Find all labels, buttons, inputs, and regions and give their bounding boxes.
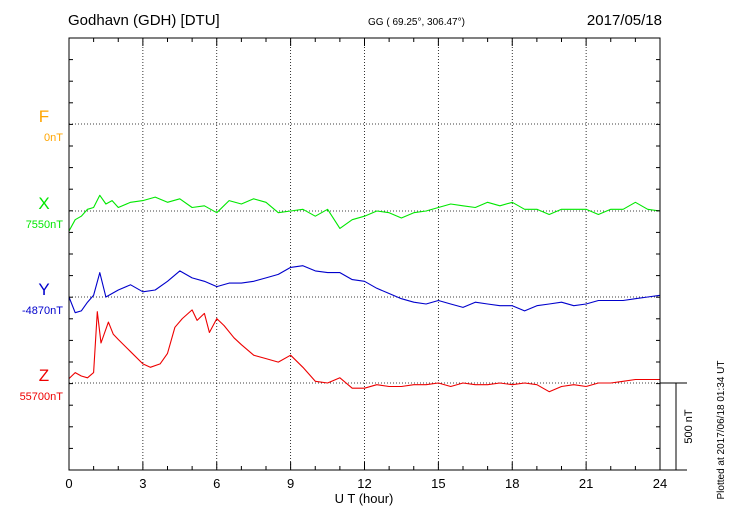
scale-bar: 500 nT — [660, 382, 695, 471]
component-baseline-label: 55700nT — [20, 391, 64, 403]
x-axis-ticks: 0 3 6 9 12 15 18 21 24 — [65, 37, 667, 491]
x-tick-label: 12 — [357, 476, 371, 491]
series-line-x — [68, 194, 661, 232]
component-labels: F 0nT X 7550nT Y -4870nT Z 55700nT — [20, 107, 64, 403]
component-letter: Z — [39, 366, 49, 385]
series-traces — [68, 194, 661, 393]
plot-date: 2017/05/18 — [586, 12, 662, 29]
component-baseline-label: 7550nT — [26, 219, 64, 231]
x-tick-label: 9 — [287, 476, 294, 491]
component-letter: X — [38, 194, 49, 213]
component-letter: F — [39, 107, 49, 126]
x-tick-label: 6 — [213, 476, 220, 491]
plotted-timestamp: Plotted at 2017/06/18 01:34 UT — [716, 361, 727, 500]
series-line-y — [68, 265, 661, 314]
station-title: Godhavn (GDH) [DTU] — [68, 12, 220, 29]
geographic-coordinates: GG ( 69.25°, 306.47°) — [368, 17, 465, 28]
component-baseline-label: 0nT — [44, 132, 63, 144]
grid-lines — [69, 38, 660, 470]
component-letter: Y — [38, 280, 49, 299]
x-tick-label: 15 — [431, 476, 445, 491]
scale-bar-label: 500 nT — [683, 409, 695, 444]
series-line-z — [68, 309, 660, 393]
x-tick-label: 3 — [139, 476, 146, 491]
x-tick-label: 24 — [653, 476, 667, 491]
component-baseline-label: -4870nT — [22, 305, 63, 317]
x-axis-label: U T (hour) — [335, 491, 394, 506]
x-tick-label: 21 — [579, 476, 593, 491]
x-tick-label: 18 — [505, 476, 519, 491]
x-tick-label: 0 — [65, 476, 72, 491]
